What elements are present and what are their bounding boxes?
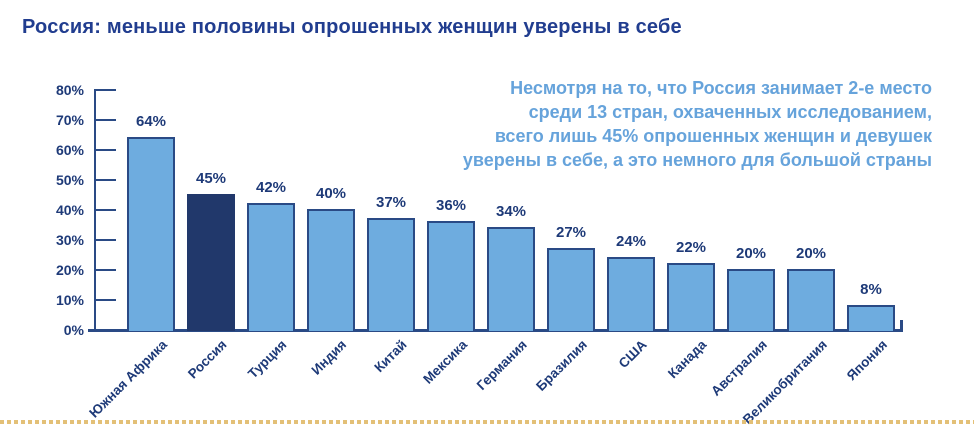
x-axis-label: Россия (185, 337, 230, 382)
y-axis-tick-label: 80% (55, 82, 84, 98)
bar-value-label: 37% (375, 194, 407, 211)
y-axis-tick-label: 10% (55, 292, 84, 308)
bar (247, 203, 295, 331)
y-axis-tick (94, 269, 116, 271)
y-axis-tick (94, 239, 116, 241)
x-axis-label: Индия (308, 337, 350, 378)
y-axis-tick (94, 209, 116, 211)
x-axis-label: Германия (473, 337, 530, 394)
bar (127, 137, 175, 331)
bottom-dotted-divider (0, 420, 974, 424)
annotation-line: Несмотря на то, что Россия занимает 2-е … (510, 78, 932, 98)
y-axis-tick-label: 50% (55, 172, 84, 188)
bar (667, 263, 715, 331)
annotation-line: всего лишь 45% опрошенных женщин и девуш… (494, 126, 932, 146)
x-axis-label: Китай (371, 337, 410, 376)
bar (607, 257, 655, 331)
bar (487, 227, 535, 331)
y-axis-tick-label: 30% (55, 232, 84, 248)
bar-value-label: 42% (255, 179, 287, 196)
bar (367, 218, 415, 331)
bar-value-label: 24% (615, 233, 647, 250)
annotation-text: Несмотря на то, что Россия занимает 2-е … (372, 76, 932, 172)
x-axis-label: Япония (843, 337, 890, 384)
bar-value-label: 22% (675, 239, 707, 256)
x-axis-label: Мексика (419, 337, 470, 387)
bar (787, 269, 835, 331)
bar-value-label: 40% (315, 185, 347, 202)
bar (427, 221, 475, 331)
x-axis-label: Южная Африка (85, 337, 170, 421)
bar-value-label: 34% (495, 203, 527, 220)
annotation-line: среди 13 стран, охваченных исследованием… (528, 102, 932, 122)
y-axis-tick (94, 119, 116, 121)
y-axis-tick-label: 60% (55, 142, 84, 158)
bar-value-label: 64% (135, 113, 167, 130)
y-axis-tick-label: 0% (63, 322, 84, 338)
y-axis-tick-label: 40% (55, 202, 84, 218)
bar-value-label: 8% (860, 281, 882, 298)
bar-value-label: 20% (735, 245, 767, 262)
bar (187, 194, 235, 331)
y-axis-tick (94, 179, 116, 181)
y-axis-tick-label: 20% (55, 262, 84, 278)
x-axis-label: США (615, 337, 650, 371)
x-axis-label: Бразилия (532, 337, 590, 394)
x-axis-end-tick (900, 320, 903, 329)
bar (547, 248, 595, 331)
bar-value-label: 45% (195, 170, 227, 187)
x-axis-label: Канада (665, 337, 710, 382)
x-axis-label: Австралия (707, 337, 770, 399)
x-axis-label: Турция (245, 337, 290, 382)
bar (727, 269, 775, 331)
y-axis-tick-label: 70% (55, 112, 84, 128)
bar (307, 209, 355, 331)
page-title: Россия: меньше половины опрошенных женщи… (22, 16, 682, 38)
y-axis-tick (94, 299, 116, 301)
annotation-line: уверены в себе, а это немного для большо… (462, 150, 932, 170)
bar-value-label: 27% (555, 224, 587, 241)
bar (847, 305, 895, 331)
y-axis-tick (94, 89, 116, 91)
bar-value-label: 36% (435, 197, 467, 214)
bar-value-label: 20% (795, 245, 827, 262)
y-axis-tick (94, 149, 116, 151)
